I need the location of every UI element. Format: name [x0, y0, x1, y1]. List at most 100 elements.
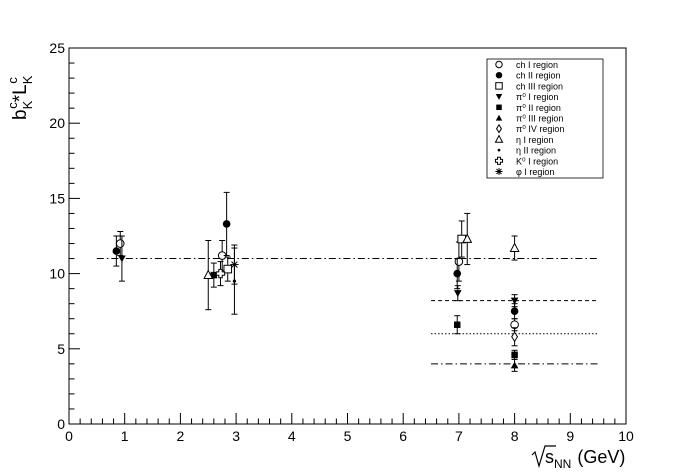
- marker-filled-triangle-down-shape: [510, 297, 519, 305]
- legend-marker: [495, 82, 503, 90]
- legend-marker-shape: [495, 60, 503, 69]
- legend-marker-shape: [495, 71, 503, 79]
- marker-filled-triangle-down-shape: [453, 290, 462, 297]
- legend-label: ch III region: [516, 81, 563, 91]
- data-point: [453, 258, 462, 290]
- marker-open-cross-shape: [215, 268, 226, 279]
- y-tick-label: 10: [49, 266, 65, 282]
- marker-open-circle-shape: [115, 239, 125, 248]
- legend-marker-shape: [495, 94, 503, 100]
- legend-marker-shape: [495, 82, 503, 90]
- data-point: [230, 244, 239, 285]
- data-point: [510, 294, 519, 308]
- legend-label: K⁰ I region: [516, 156, 558, 166]
- legend-box: [486, 58, 604, 179]
- legend-marker: [497, 148, 501, 152]
- marker-filled-circle-shape: [453, 269, 462, 278]
- legend-entry: φ I region: [495, 167, 554, 177]
- x-tick-label: 6: [399, 428, 407, 444]
- marker-open-triangle-up-shape: [509, 242, 520, 252]
- data-point: [222, 191, 231, 257]
- y-tick-label: 0: [57, 416, 65, 432]
- x-tick-label: 5: [344, 428, 352, 444]
- legend-marker-shape: [494, 134, 504, 143]
- legend-entry: π⁰ I region: [495, 92, 558, 102]
- marker-open-square: [223, 264, 233, 274]
- marker-filled-triangle-up: [510, 361, 519, 369]
- marker-open-triangle-up: [203, 269, 214, 280]
- marker-filled-triangle-up-shape: [510, 361, 519, 369]
- legend-marker: [494, 156, 504, 165]
- legend-marker-shape: [496, 104, 502, 111]
- x-tick-label: 10: [618, 428, 634, 444]
- sqrt-sign: [531, 445, 556, 469]
- data-point: [462, 212, 473, 266]
- marker-open-circle: [115, 239, 125, 248]
- legend-marker-shape: [497, 148, 501, 152]
- data-point: [511, 349, 518, 360]
- marker-filled-circle-shape: [112, 247, 121, 255]
- y-axis-title: bKc*LKc: [5, 75, 35, 120]
- marker-filled-circle-shape: [510, 307, 519, 316]
- x-axis-title: sNN (GeV): [531, 445, 625, 471]
- marker-filled-circle: [510, 307, 519, 316]
- y-axis: 0 5 10 15 20 25: [49, 40, 80, 432]
- x-tick-label: 9: [566, 428, 574, 444]
- legend-marker-shape: [494, 156, 504, 165]
- marker-open-diamond-shape: [511, 331, 519, 343]
- x-tick-label: 2: [177, 428, 185, 444]
- x-tick-label: 7: [455, 428, 463, 444]
- legend-entry: K⁰ I region: [494, 156, 558, 166]
- x-tick-label: 3: [232, 428, 240, 444]
- legend-entry: ch II region: [495, 71, 561, 81]
- marker-filled-circle: [453, 269, 462, 278]
- data-point: [509, 235, 520, 261]
- x-tick-label: 1: [121, 428, 129, 444]
- marker-filled-square-shape: [453, 321, 461, 328]
- legend-marker: [495, 114, 503, 121]
- marker-open-triangle-up-shape: [462, 233, 473, 243]
- legend-label: φ I region: [516, 167, 554, 177]
- legend-entry: ch I region: [495, 60, 558, 70]
- data-point: [457, 220, 466, 258]
- legend-label: ch II region: [516, 71, 561, 81]
- legend-label: π⁰ III region: [516, 114, 563, 124]
- svg-text:sNN(GeV): sNN (GeV): [545, 447, 625, 471]
- y-tick-label: 25: [49, 40, 65, 56]
- marker-filled-triangle-down: [510, 297, 519, 305]
- legend-entry: η II region: [497, 146, 556, 156]
- marker-filled-triangle-down: [118, 255, 126, 263]
- marker-open-triangle-up: [462, 233, 473, 243]
- marker-filled-square: [511, 351, 518, 359]
- data-point: [453, 315, 461, 335]
- legend-marker-shape: [495, 114, 503, 121]
- x-axis: 0 1 2 3 4 5 6 7 8 9 10: [65, 413, 634, 444]
- data-point: [215, 261, 226, 287]
- legend-marker: [495, 94, 503, 100]
- legend-entry: η I region: [494, 134, 554, 145]
- marker-open-diamond: [511, 331, 519, 343]
- marker-filled-circle: [222, 220, 231, 228]
- legend-entry: π⁰ II region: [496, 103, 561, 113]
- legend-entry: ch III region: [495, 81, 563, 91]
- x-tick-label: 0: [65, 428, 73, 444]
- legend-entry: π⁰ III region: [495, 114, 563, 124]
- legend-marker: [495, 123, 503, 134]
- marker-open-triangle-up-shape: [203, 269, 214, 280]
- data-point: [453, 285, 462, 302]
- data-points: [112, 191, 520, 372]
- data-point: [511, 327, 519, 347]
- legend-marker: [496, 104, 502, 111]
- marker-open-square-shape: [223, 264, 233, 274]
- legend-marker: [495, 60, 503, 69]
- legend-entry: π⁰ IV region: [495, 123, 564, 134]
- marker-open-cross: [215, 268, 226, 279]
- marker-filled-triangle-down: [453, 290, 462, 297]
- marker-open-triangle-up: [509, 242, 520, 252]
- marker-filled-square-shape: [210, 271, 218, 279]
- legend-label: η I region: [516, 135, 554, 145]
- marker-asterisk: [230, 260, 239, 269]
- legend-label: π⁰ II region: [516, 103, 561, 113]
